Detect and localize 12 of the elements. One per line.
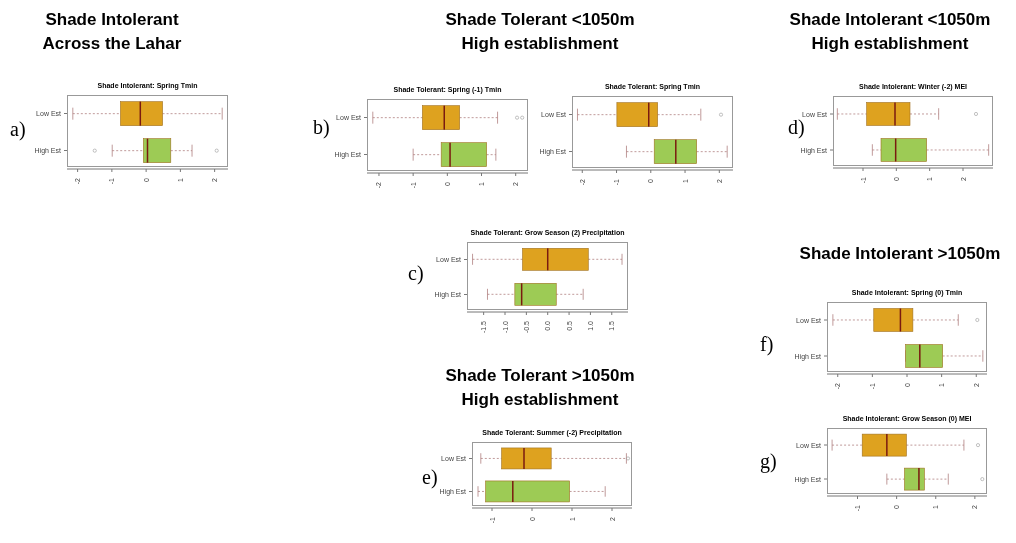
text: g) (760, 450, 777, 473)
text: Shade Intolerant >1050m (798, 243, 1002, 265)
text: b) (313, 116, 330, 139)
text: f) (760, 333, 774, 356)
text: Shade Tolerant >1050m High establishment (444, 365, 636, 411)
text: e) (422, 466, 438, 489)
text: d) (788, 116, 805, 139)
text: a) (10, 118, 26, 141)
text: c) (408, 262, 424, 285)
text: Shade Intolerant <1050m High establishment (788, 9, 992, 55)
text: Shade Intolerant Across the Lahar (41, 9, 183, 55)
text: Shade Tolerant <1050m High establishment (444, 9, 636, 55)
